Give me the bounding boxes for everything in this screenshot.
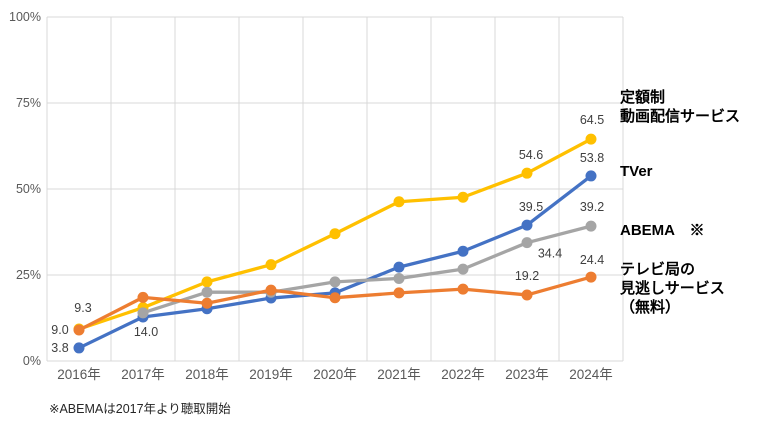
data-point xyxy=(201,297,213,309)
data-point xyxy=(265,284,277,296)
data-point xyxy=(329,276,341,288)
data-point xyxy=(585,133,597,145)
y-axis-tick-label: 50% xyxy=(16,182,41,196)
data-point xyxy=(137,307,149,319)
data-point xyxy=(201,286,213,298)
x-axis-tick-label: 2016年 xyxy=(57,367,101,382)
data-point xyxy=(393,287,405,299)
data-label: 64.5 xyxy=(580,113,604,127)
data-point xyxy=(393,261,405,273)
data-label: 14.0 xyxy=(134,325,158,339)
data-label: 9.3 xyxy=(74,301,91,315)
data-point xyxy=(585,220,597,232)
legend-item-abema: ABEMA ※ xyxy=(620,222,705,239)
legend-item-tver: TVer xyxy=(620,163,653,180)
data-point xyxy=(457,263,469,275)
data-label: 24.4 xyxy=(580,253,604,267)
x-axis-tick-label: 2024年 xyxy=(569,367,613,382)
data-label: 39.5 xyxy=(519,200,543,214)
x-axis-tick-label: 2018年 xyxy=(185,367,229,382)
chart-footnote: ※ABEMAは2017年より聴取開始 xyxy=(49,402,231,416)
data-point xyxy=(457,191,469,203)
x-axis-tick-label: 2023年 xyxy=(505,367,549,382)
data-point xyxy=(201,276,213,288)
data-label: 9.0 xyxy=(51,323,68,337)
y-axis-tick-label: 25% xyxy=(16,268,41,282)
legend-item-tv-catchup: テレビ局の 見逃しサービス （無料） xyxy=(620,261,725,316)
data-point xyxy=(521,219,533,231)
data-point xyxy=(521,237,533,249)
x-axis-tick-label: 2020年 xyxy=(313,367,357,382)
legend-item-svod: 定額制 動画配信サービス xyxy=(620,89,741,125)
data-label: 3.8 xyxy=(51,341,68,355)
data-point xyxy=(457,283,469,295)
data-label: 54.6 xyxy=(519,148,543,162)
data-point xyxy=(329,228,341,240)
y-axis-tick-label: 100% xyxy=(9,10,41,24)
x-axis-tick-label: 2019年 xyxy=(249,367,293,382)
data-label: 34.4 xyxy=(538,247,562,261)
data-label: 53.8 xyxy=(580,151,604,165)
data-point xyxy=(265,259,277,271)
data-point xyxy=(585,271,597,283)
x-axis-tick-label: 2017年 xyxy=(121,367,165,382)
data-point xyxy=(393,196,405,208)
y-axis-tick-label: 0% xyxy=(23,354,41,368)
x-axis-tick-label: 2022年 xyxy=(441,367,485,382)
series-line-2 xyxy=(141,224,593,315)
data-label: 19.2 xyxy=(515,269,539,283)
data-label: 39.2 xyxy=(580,200,604,214)
data-point xyxy=(73,342,85,354)
data-point xyxy=(457,245,469,257)
data-point xyxy=(393,272,405,284)
data-point xyxy=(585,170,597,182)
data-point xyxy=(521,167,533,179)
data-point xyxy=(73,324,85,336)
x-axis-tick-label: 2021年 xyxy=(377,367,421,382)
y-axis-tick-label: 75% xyxy=(16,96,41,110)
data-point xyxy=(329,292,341,304)
series-line-1 xyxy=(77,174,593,350)
data-point xyxy=(521,289,533,301)
data-point xyxy=(137,291,149,303)
